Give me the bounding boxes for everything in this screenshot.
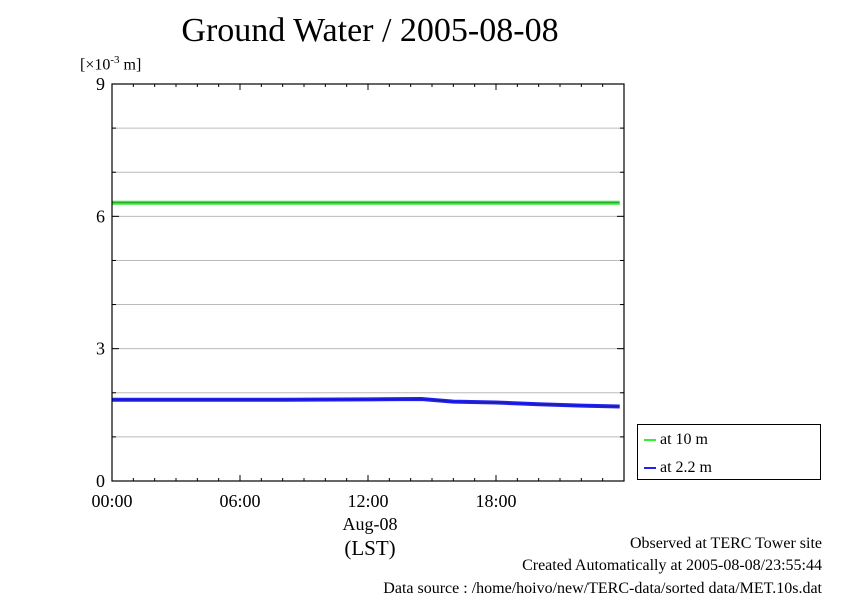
x-tick-label: 00:00	[91, 491, 132, 511]
x-axis-date: Aug-08	[342, 514, 398, 534]
legend-swatch-green	[644, 439, 656, 442]
series-line-core-1	[112, 398, 620, 407]
legend-item-2-2m: at 2.2 m	[644, 459, 712, 477]
legend: at 10 m at 2.2 m	[637, 424, 821, 480]
footer-source: Data source : /home/hoivo/new/TERC-data/…	[383, 580, 822, 597]
legend-label-2-2m: at 2.2 m	[660, 459, 712, 476]
x-tick-label: 06:00	[219, 491, 260, 511]
y-tick-label: 3	[96, 339, 105, 359]
legend-label-10m: at 10 m	[660, 431, 708, 448]
y-axis-unit: [×10-3 m]	[80, 54, 142, 74]
footer-observed: Observed at TERC Tower site	[629, 535, 822, 552]
x-axis-label: (LST)	[344, 536, 396, 560]
x-tick-label: 12:00	[347, 491, 388, 511]
x-tick-label: 18:00	[475, 491, 516, 511]
chart-title: Ground Water / 2005-08-08	[181, 12, 559, 49]
legend-swatch-blue	[644, 467, 656, 470]
legend-item-10m: at 10 m	[644, 431, 708, 449]
y-tick-label: 6	[96, 206, 105, 226]
y-tick-label: 9	[96, 74, 105, 94]
plot-frame	[111, 83, 625, 482]
y-tick-label: 0	[96, 471, 105, 491]
series-line-1	[112, 397, 620, 409]
footer-created: Created Automatically at 2005-08-08/23:5…	[522, 557, 822, 574]
